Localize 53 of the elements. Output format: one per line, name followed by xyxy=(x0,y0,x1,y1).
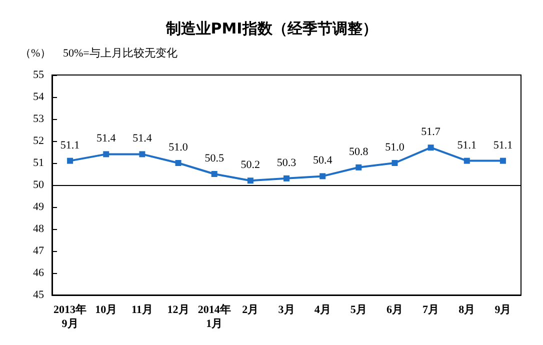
y-tick-label: 47 xyxy=(33,245,44,257)
y-tick-label: 45 xyxy=(33,289,44,301)
point xyxy=(67,158,74,164)
point xyxy=(103,151,110,158)
point xyxy=(428,144,434,151)
y-axis-title: （%） xyxy=(20,48,52,60)
x-tick-label: 2014年 1月 xyxy=(198,303,231,330)
y-tick-label: 53 xyxy=(33,113,44,125)
point xyxy=(211,171,218,177)
y-tick-label: 55 xyxy=(33,69,44,81)
data-label: 51.0 xyxy=(168,142,188,154)
x-tick-label: 10月 xyxy=(95,304,118,316)
x-tick-label: 12月 xyxy=(167,304,190,316)
data-label: 50.5 xyxy=(204,152,224,164)
x-tick-label: 11月 xyxy=(131,304,153,316)
x-tick-label: 2013年 9月 xyxy=(54,303,87,330)
y-tick-label: 51 xyxy=(33,157,44,169)
x-tick-label: 4月 xyxy=(314,304,331,316)
data-label: 51.0 xyxy=(385,142,405,154)
point xyxy=(284,175,290,182)
data-label: 50.4 xyxy=(312,154,333,167)
text: 50%=与上月比较无变化 xyxy=(63,46,178,60)
x-tick-label: 7月 xyxy=(422,304,440,316)
x-tick-label: 8月 xyxy=(458,304,476,316)
y-tick-label: 52 xyxy=(33,135,44,147)
point xyxy=(139,151,146,158)
point xyxy=(175,160,182,166)
point xyxy=(464,158,470,164)
x-tick-label: 3月 xyxy=(278,304,295,316)
y-tick-label: 46 xyxy=(33,267,44,279)
y-tick-label: 50 xyxy=(33,179,44,191)
x-tick-label: 5月 xyxy=(350,304,367,316)
y-tick-label: 48 xyxy=(33,223,44,235)
point xyxy=(320,173,326,180)
data-label: 50.3 xyxy=(276,156,297,169)
data-label: 51.7 xyxy=(421,126,441,138)
x-tick-label: 6月 xyxy=(386,304,403,316)
data-label: 50.8 xyxy=(349,146,369,158)
point xyxy=(356,164,362,170)
chart-title: 制造业PMI指数（经季节调整） xyxy=(164,20,378,38)
x-tick-label: 9月 xyxy=(494,304,512,316)
point xyxy=(247,178,254,184)
data-label: 51.1 xyxy=(457,139,477,152)
data-label: 51.1 xyxy=(493,139,513,152)
data-label: 51.1 xyxy=(60,139,80,152)
point xyxy=(500,158,506,164)
y-tick-label: 54 xyxy=(33,91,44,103)
data-label: 51.4 xyxy=(96,132,116,145)
point xyxy=(392,160,398,166)
data-label: 50.2 xyxy=(240,159,260,172)
data-label: 51.4 xyxy=(132,132,152,145)
y-tick-label: 49 xyxy=(33,201,44,213)
x-tick-label: 2月 xyxy=(242,304,259,316)
